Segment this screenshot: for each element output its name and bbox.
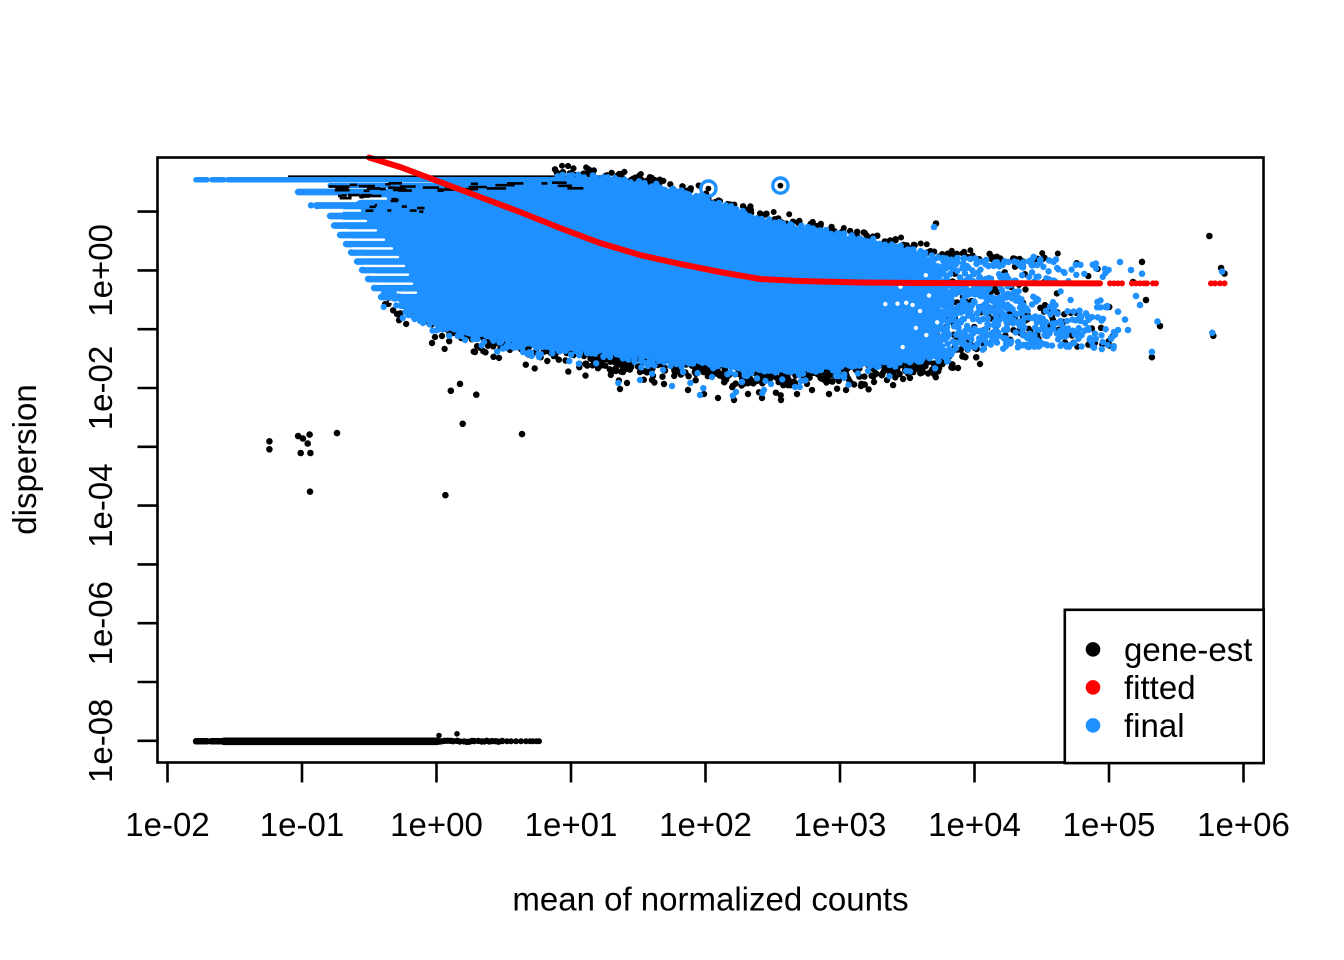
svg-text:mean of normalized counts: mean of normalized counts [512, 881, 908, 918]
svg-text:1e+03: 1e+03 [794, 806, 887, 843]
svg-text:1e+00: 1e+00 [82, 224, 119, 317]
svg-text:1e-01: 1e-01 [260, 806, 344, 843]
svg-text:dispersion: dispersion [6, 384, 43, 534]
svg-text:1e-08: 1e-08 [82, 699, 119, 783]
svg-text:1e+00: 1e+00 [390, 806, 483, 843]
svg-text:1e+01: 1e+01 [525, 806, 618, 843]
svg-text:1e+06: 1e+06 [1197, 806, 1290, 843]
svg-text:1e-02: 1e-02 [125, 806, 209, 843]
svg-text:gene-est: gene-est [1124, 631, 1252, 668]
svg-text:1e-02: 1e-02 [82, 346, 119, 430]
svg-text:final: final [1124, 707, 1185, 744]
svg-text:1e-06: 1e-06 [82, 581, 119, 665]
svg-text:1e-04: 1e-04 [82, 463, 119, 547]
svg-text:1e+05: 1e+05 [1063, 806, 1156, 843]
svg-text:1e+04: 1e+04 [928, 806, 1021, 843]
svg-text:fitted: fitted [1124, 669, 1196, 706]
svg-text:1e+02: 1e+02 [659, 806, 752, 843]
